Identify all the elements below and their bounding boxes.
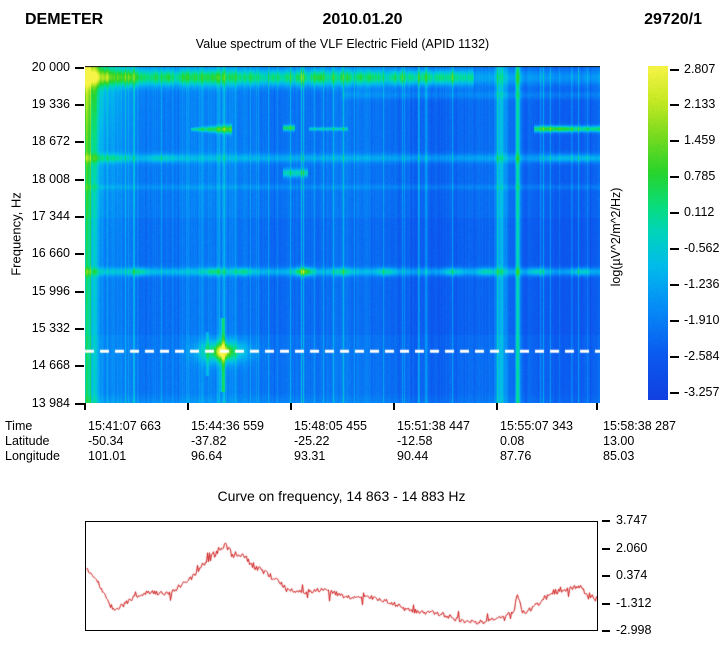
- colorbar-tick: [670, 68, 679, 71]
- curve-y-tick-label: 2.060: [616, 540, 648, 555]
- frequency-tick-label: 14 668: [31, 358, 70, 373]
- frequency-tick: [75, 402, 84, 405]
- spectrogram-title: Value spectrum of the VLF Electric Field…: [195, 37, 490, 51]
- frequency-tick-label: 15 332: [31, 320, 70, 335]
- ephemeris-cell-lat: -12.58: [397, 434, 433, 448]
- curve-title: Curve on frequency, 14 863 - 14 883 Hz: [217, 488, 466, 504]
- time-axis-tick: [496, 403, 498, 410]
- curve-y-tick-label: 0.374: [616, 568, 648, 582]
- curve-y-tick: [602, 547, 610, 550]
- colorbar-tick: [670, 248, 679, 250]
- frequency-tick: [75, 178, 84, 181]
- colorbar-tick-label: -1.236: [684, 276, 720, 291]
- time-axis-tick: [393, 403, 395, 410]
- orbit-number: 29720/1: [644, 11, 702, 28]
- colorbar-tick-label: 2.133: [684, 97, 716, 112]
- frequency-tick-label: 19 336: [31, 96, 70, 111]
- colorbar-tick: [670, 176, 679, 179]
- mission-name: DEMETER: [25, 11, 104, 28]
- colorbar-tick-label: -2.584: [684, 348, 720, 363]
- spectrogram-heatmap: [85, 66, 600, 403]
- frequency-tick-label: 18 008: [31, 171, 70, 186]
- ephemeris-cell-time: 15:48:05 455: [294, 419, 367, 433]
- colorbar-tick: [670, 140, 679, 143]
- ephemeris-cell-lon: 85.03: [603, 449, 635, 463]
- curve-y-tick-label: 3.747: [616, 513, 648, 527]
- colorbar-tick-label: 0.112: [684, 205, 715, 220]
- ephemeris-cell-lat: 0.08: [500, 434, 525, 448]
- curve-y-tick: [602, 575, 610, 577]
- ephemeris-cell-time: 15:55:07 343: [500, 419, 573, 433]
- ephemeris-cell-lon: 96.64: [191, 449, 223, 463]
- ephemeris-cell-lat: 13.00: [603, 434, 635, 448]
- colorbar-tick: [670, 391, 679, 394]
- ephemeris-row-label: Latitude: [5, 434, 50, 448]
- frequency-tick-label: 13 984: [31, 395, 70, 410]
- ephemeris-cell-time: 15:51:38 447: [397, 419, 470, 433]
- curve-y-tick: [602, 630, 610, 632]
- curve-y-tick: [602, 520, 610, 522]
- frequency-tick: [75, 290, 84, 293]
- ephemeris-cell-lat: -25.22: [294, 434, 330, 448]
- colorbar-tick-label: 1.459: [684, 133, 716, 148]
- colorbar-tick-label: -1.910: [684, 312, 720, 327]
- colorbar-tick: [670, 212, 679, 215]
- ephemeris-cell-time: 15:41:07 663: [88, 419, 161, 433]
- date-label: 2010.01.20: [322, 11, 403, 28]
- colorbar-axis-label: log(µV^2/m^2/Hz): [609, 187, 623, 287]
- curve-y-tick: [602, 602, 610, 605]
- time-axis-tick: [187, 403, 189, 410]
- frequency-tick: [75, 141, 84, 144]
- frequency-tick-label: 18 672: [31, 134, 70, 149]
- frequency-tick: [75, 66, 84, 69]
- ephemeris-cell-lat: -50.34: [88, 434, 124, 448]
- time-axis-tick: [596, 403, 598, 410]
- frequency-tick: [75, 327, 84, 330]
- ephemeris-cell-lon: 87.76: [500, 449, 532, 463]
- ephemeris-cell-lon: 90.44: [397, 449, 429, 463]
- time-axis-tick: [290, 403, 292, 410]
- curve-line-canvas: [86, 522, 597, 630]
- colorbar-tick: [670, 355, 679, 358]
- ephemeris-row-label: Time: [5, 419, 33, 433]
- frequency-tick: [75, 365, 84, 368]
- curve-y-tick-label: -1.312: [616, 595, 652, 610]
- ephemeris-cell-time: 15:44:36 559: [191, 419, 264, 433]
- colorbar-gradient: [648, 66, 668, 400]
- frequency-axis-label: Frequency, Hz: [8, 192, 24, 276]
- colorbar-tick-label: -0.562: [684, 241, 720, 255]
- frequency-tick-label: 20 000: [31, 59, 70, 74]
- ephemeris-cell-time: 15:58:38 287: [603, 419, 676, 433]
- frequency-tick: [75, 215, 84, 218]
- colorbar-tick: [670, 319, 679, 322]
- colorbar-tick: [670, 283, 679, 286]
- curve-plot-frame: [85, 521, 598, 631]
- colorbar-tick: [670, 104, 679, 107]
- frequency-tick-label: 16 660: [31, 246, 70, 261]
- colorbar-tick-label: 2.807: [684, 61, 716, 76]
- frequency-tick: [75, 103, 84, 106]
- ephemeris-cell-lat: -37.82: [191, 434, 227, 448]
- frequency-tick-label: 17 344: [31, 208, 70, 223]
- frequency-tick: [75, 253, 84, 256]
- curve-y-tick-label: -2.998: [616, 623, 652, 637]
- time-axis-tick: [84, 403, 86, 410]
- ephemeris-cell-lon: 93.31: [294, 449, 326, 463]
- ephemeris-cell-lon: 101.01: [88, 449, 127, 463]
- colorbar-tick-label: 0.785: [684, 169, 716, 184]
- frequency-tick-label: 15 996: [31, 283, 70, 298]
- colorbar-tick-label: -3.257: [684, 384, 720, 399]
- ephemeris-row-label: Longitude: [5, 449, 60, 463]
